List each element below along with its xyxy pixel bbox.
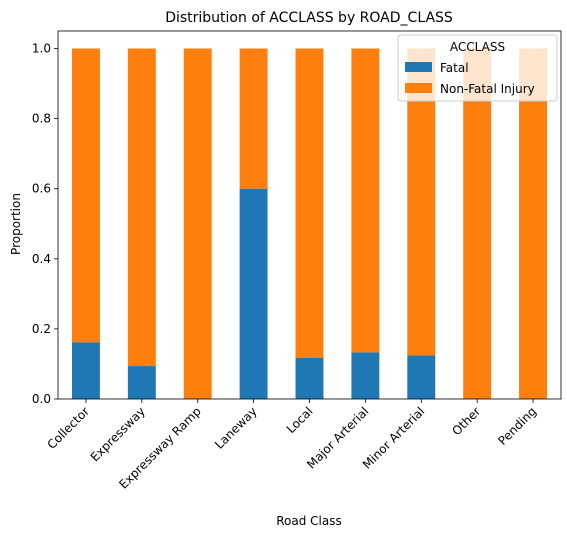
chart-title: Distribution of ACCLASS by ROAD_CLASS xyxy=(165,10,453,26)
x-tick-label: Local xyxy=(284,404,316,436)
bar-fatal-5 xyxy=(351,352,380,399)
y-tick-label: 0.6 xyxy=(32,182,51,196)
bar-fatal-1 xyxy=(127,366,156,399)
legend-box xyxy=(397,34,558,102)
bar-fatal-6 xyxy=(407,355,436,399)
bar-fatal-3 xyxy=(239,188,268,399)
bar-non-fatal-7 xyxy=(463,48,492,400)
bar-non-fatal-5 xyxy=(351,48,380,353)
y-tick-label: 0.4 xyxy=(32,252,51,266)
y-tick-label: 0.2 xyxy=(32,322,51,336)
x-axis-label: Road Class xyxy=(276,514,342,528)
y-axis-label: Proportion xyxy=(9,193,23,255)
y-tick-label: 0.8 xyxy=(32,112,51,126)
y-tick-label: 1.0 xyxy=(32,42,51,56)
x-tick-label: Laneway xyxy=(212,404,260,452)
x-tick-label: Other xyxy=(449,404,483,438)
bar-non-fatal-3 xyxy=(239,48,268,189)
bar-non-fatal-1 xyxy=(127,48,156,367)
bar-non-fatal-8 xyxy=(519,48,548,400)
legend-title: ACCLASS xyxy=(450,40,505,54)
legend-entry-1: Non-Fatal Injury xyxy=(440,82,535,96)
x-tick-label: Expressway xyxy=(88,404,148,464)
x-tick-label: Collector xyxy=(44,404,92,452)
bar-fatal-0 xyxy=(71,342,100,399)
legend-entry-0: Fatal xyxy=(440,61,469,75)
bar-non-fatal-4 xyxy=(295,48,324,358)
legend-swatch-1 xyxy=(405,83,432,93)
bar-non-fatal-0 xyxy=(71,48,100,343)
legend: ACCLASS Fatal Non-Fatal Injury xyxy=(397,34,558,102)
y-tick-label: 0.0 xyxy=(32,392,51,406)
bar-fatal-4 xyxy=(295,357,324,399)
x-tick-label: Pending xyxy=(495,404,539,448)
bar-non-fatal-2 xyxy=(183,48,212,400)
legend-swatch-0 xyxy=(405,62,432,72)
